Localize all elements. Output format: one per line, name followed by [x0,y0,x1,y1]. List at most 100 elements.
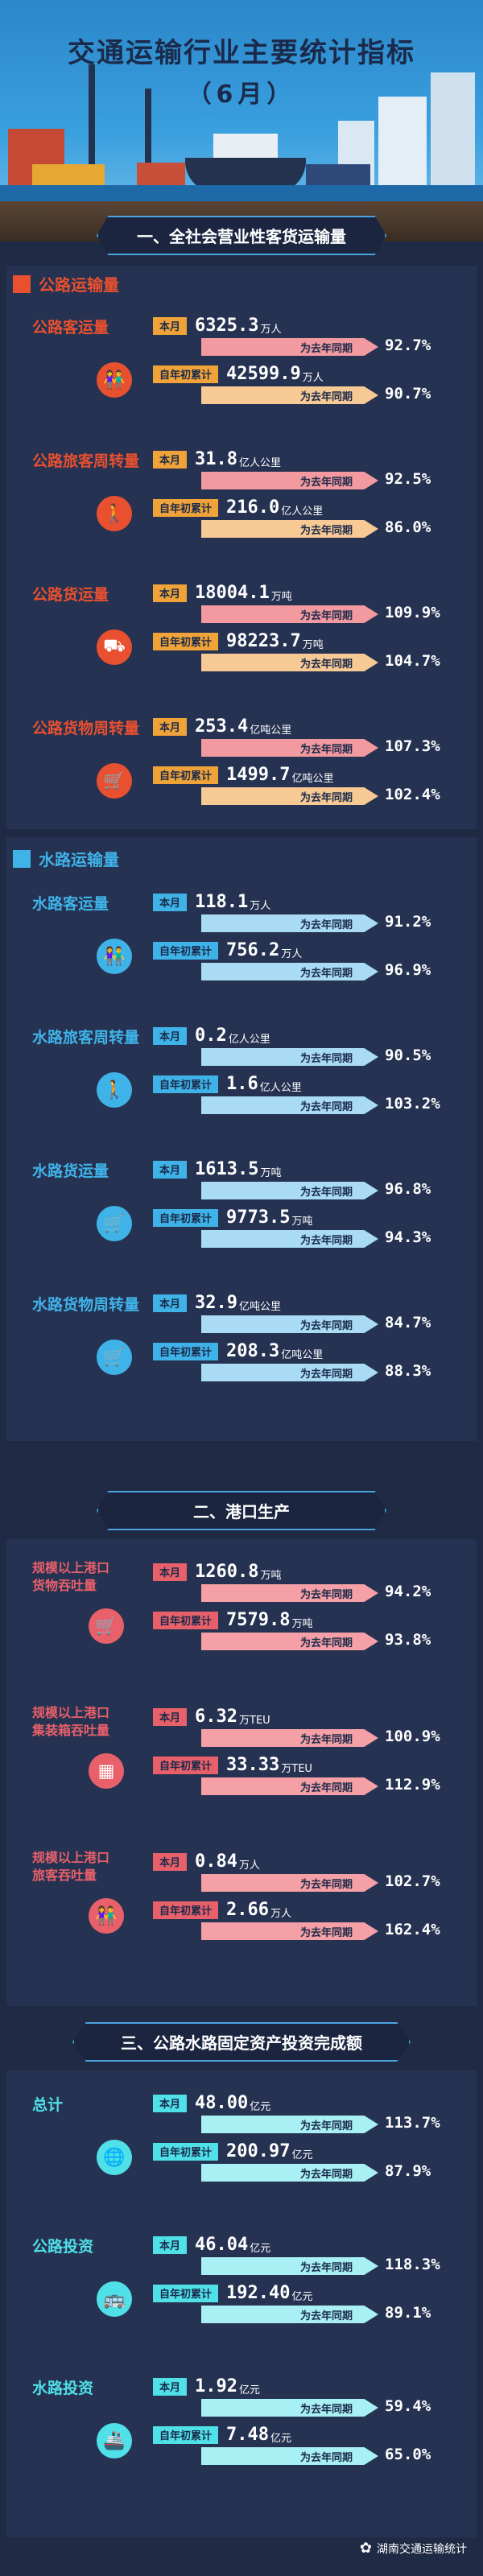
month-row: 本月 18004.1 万吨 [153,583,292,603]
metric-label: 水路投资 [32,2380,94,2397]
yoy-bar: 为去年同期 [201,1922,378,1940]
traveler-icon: 🚶 [97,1072,132,1108]
month-unit: 万吨 [270,591,292,603]
square-icon [13,849,31,868]
ytd-yoy-pct: 162.4% [385,1921,440,1938]
page-subtitle: （6月） [187,80,296,109]
month-value: 253.4 [195,716,249,737]
road-header-label: 公路运输量 [39,275,119,295]
metric-label: 水路客运量 [32,895,109,913]
ytd-yoy-pct: 90.7% [385,385,431,402]
month-yoy-pct: 113.7% [385,2114,440,2132]
yoy-bar: 为去年同期 [201,1230,378,1248]
metric-label: 公路客运量 [32,319,109,336]
hero-banner: 交通运输行业主要统计指标 （6月） [0,0,483,242]
yoy-bar: 为去年同期 [201,654,378,671]
ytd-value: 7579.8 [226,1610,291,1630]
ytd-row: 自年初累计 216.0 亿人公里 [153,497,323,518]
ytd-value: 9773.5 [226,1208,291,1228]
ytd-value: 2.66 [226,1900,269,1920]
ytd-row: 自年初累计 200.97 亿元 [153,2141,313,2161]
square-icon [13,275,31,293]
yoy-bar: 为去年同期 [201,914,378,932]
month-unit: 亿元 [250,2101,271,2113]
cart-icon: 🛒 [97,1340,132,1375]
month-row: 本月 253.4 亿吨公里 [153,716,291,737]
ytd-value: 1499.7 [226,765,291,785]
road-panel [6,266,477,829]
month-value: 6325.3 [195,316,259,336]
watermark: ✿ 湖南交通运输统计 [360,2540,467,2557]
month-unit: 亿元 [239,2384,261,2396]
road-header: 公路运输量 [13,272,119,295]
month-row: 本月 31.8 亿人公里 [153,449,281,469]
month-tag: 本月 [153,2235,188,2254]
section-title: 三、公路水路固定资产投资完成额 [72,2022,411,2062]
ytd-tag: 自年初累计 [153,498,219,517]
month-value: 46.04 [195,2235,249,2255]
truck-icon: ⛟ [97,630,132,665]
ytd-tag: 自年初累计 [153,1756,219,1774]
water-strip [0,185,483,201]
month-yoy-pct: 100.9% [385,1728,440,1745]
month-value: 1613.5 [195,1159,259,1179]
month-unit: 万人 [260,324,282,336]
cart-icon: 🛒 [97,1206,132,1241]
yoy-bar: 为去年同期 [201,2306,378,2323]
yoy-bar: 为去年同期 [201,1048,378,1066]
month-row: 本月 46.04 亿元 [153,2235,270,2255]
month-unit: 万吨 [260,1570,282,1582]
ytd-yoy-pct: 93.8% [385,1631,431,1649]
month-tag: 本月 [153,893,188,911]
month-tag: 本月 [153,2094,188,2112]
yoy-bar: 为去年同期 [201,1874,378,1892]
month-tag: 本月 [153,584,188,602]
truck-illustration [32,164,105,188]
ytd-unit: 万人 [302,372,324,384]
section-banner-3: 三、公路水路固定资产投资完成额 [0,2022,483,2062]
ytd-row: 自年初累计 208.3 亿吨公里 [153,1341,323,1361]
section-banner-2: 二、港口生产 [0,1491,483,1530]
ytd-value: 756.2 [226,940,280,960]
cart-icon: 🛒 [97,763,132,799]
month-tag: 本月 [153,717,188,736]
people-icon: 👫 [97,362,132,398]
yoy-bar: 为去年同期 [201,605,378,623]
ytd-yoy-pct: 104.7% [385,652,440,670]
wechat-icon: ✿ [359,2540,372,2557]
month-tag: 本月 [153,450,188,469]
month-yoy-pct: 92.5% [385,470,431,488]
month-tag: 本月 [153,1563,188,1581]
yoy-bar: 为去年同期 [201,1584,378,1602]
month-yoy-pct: 118.3% [385,2256,440,2273]
month-value: 118.1 [195,892,249,912]
metric-label: 公路货物周转量 [32,720,140,737]
page-title: 交通运输行业主要统计指标 [68,37,415,69]
month-value: 48.00 [195,2093,249,2113]
ytd-row: 自年初累计 42599.9 万人 [153,364,324,384]
ytd-value: 33.33 [226,1755,280,1775]
month-unit: 亿人公里 [228,1034,270,1046]
ytd-value: 208.3 [226,1341,280,1361]
ytd-value: 42599.9 [226,364,301,384]
yoy-bar: 为去年同期 [201,2164,378,2182]
yoy-bar: 为去年同期 [201,520,378,538]
ytd-value: 192.40 [226,2283,291,2303]
ytd-unit: 亿吨公里 [291,773,334,785]
ytd-yoy-pct: 94.3% [385,1228,431,1246]
ytd-unit: 万吨 [302,639,324,651]
ytd-yoy-pct: 112.9% [385,1776,440,1794]
metric-label: 旅客吞吐量 [32,1868,97,1883]
month-yoy-pct: 59.4% [385,2397,431,2415]
ytd-tag: 自年初累计 [153,632,219,650]
month-yoy-pct: 90.5% [385,1046,431,1064]
water-header: 水路运输量 [13,847,119,870]
metric-label: 公路货运量 [32,586,109,604]
train-illustration [306,164,370,188]
yoy-bar: 为去年同期 [201,472,378,489]
month-unit: 万人 [250,900,271,912]
metric-label: 规模以上港口 [32,1560,110,1575]
ytd-value: 200.97 [226,2141,291,2161]
metric-label: 水路货运量 [32,1162,109,1180]
ytd-tag: 自年初累计 [153,2284,219,2302]
